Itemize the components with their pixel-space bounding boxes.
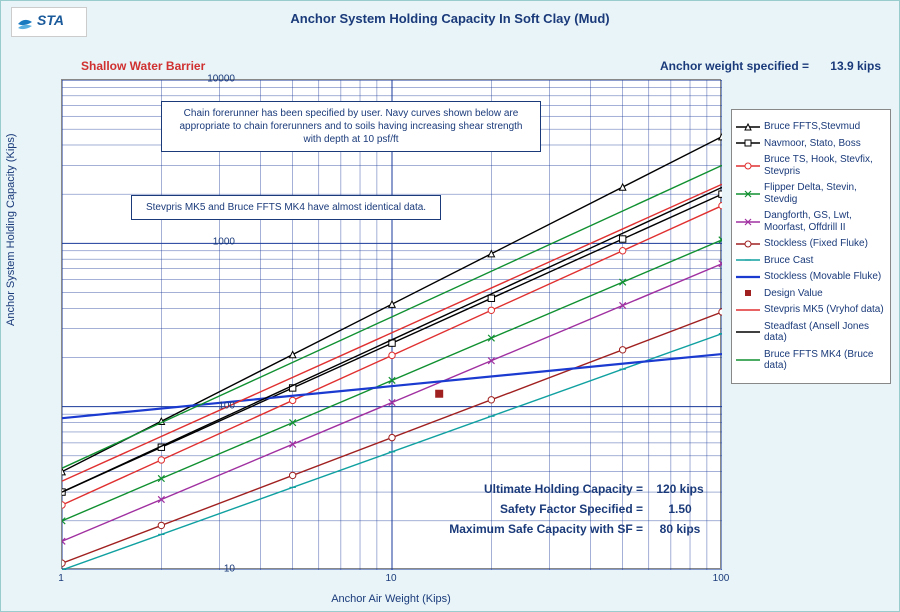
anchor-weight-value: 13.9 kips: [830, 59, 881, 73]
ytick-100: 100: [218, 401, 235, 412]
legend-swatch-flipper_delta: [736, 189, 760, 199]
legend-label-steadfast: Steadfast (Ansell Jones data): [764, 321, 886, 344]
legend-swatch-bruce_cast: [736, 255, 760, 265]
legend-item-steadfast: Steadfast (Ansell Jones data): [736, 321, 886, 344]
anchor-weight-label: Anchor weight specified =: [660, 59, 809, 73]
legend-swatch-steadfast: [736, 327, 760, 337]
legend-label-bruce_cast: Bruce Cast: [764, 255, 813, 267]
legend-item-bruce_cast: Bruce Cast: [736, 255, 886, 267]
legend-label-bruce_ffts_mk4: Bruce FFTS MK4 (Bruce data): [764, 349, 886, 372]
result-ultimate: Ultimate Holding Capacity =120 kips: [379, 482, 711, 496]
legend-item-dangforth: Dangforth, GS, Lwt, Moorfast, Offdrill I…: [736, 210, 886, 233]
xtick-1: 1: [58, 573, 64, 584]
subtitle-shallow-water: Shallow Water Barrier: [81, 59, 205, 73]
legend-label-flipper_delta: Flipper Delta, Stevin, Stevdig: [764, 182, 886, 205]
legend-label-bruce_ffts_stevmud: Bruce FFTS,Stevmud: [764, 121, 860, 133]
legend-swatch-bruce_ts: [736, 161, 760, 171]
legend-swatch-stockless_fixed: [736, 239, 760, 249]
legend-swatch-bruce_ffts_mk4: [736, 355, 760, 365]
result-safety-factor: Safety Factor Specified =1.50: [379, 502, 711, 516]
y-axis-label: Anchor System Holding Capacity (Kips): [5, 133, 17, 326]
ytick-10000: 10000: [207, 74, 235, 85]
xtick-100: 100: [713, 573, 730, 584]
legend-swatch-dangforth: [736, 217, 760, 227]
legend-label-design_value: Design Value: [764, 288, 823, 300]
legend-label-stevpris_mk5: Stevpris MK5 (Vryhof data): [764, 304, 884, 316]
legend-swatch-stockless_movable: [736, 272, 760, 282]
legend-item-stockless_movable: Stockless (Movable Fluke): [736, 271, 886, 283]
chart-title: Anchor System Holding Capacity In Soft C…: [1, 11, 899, 26]
x-axis-label: Anchor Air Weight (Kips): [61, 593, 721, 605]
legend-label-stockless_fixed: Stockless (Fixed Fluke): [764, 238, 868, 250]
legend-swatch-stevpris_mk5: [736, 305, 760, 315]
ytick-10: 10: [224, 564, 235, 575]
textbox-forerunner-note: Chain forerunner has been specified by u…: [161, 101, 541, 152]
textbox-identical-note: Stevpris MK5 and Bruce FFTS MK4 have alm…: [131, 195, 441, 220]
result-max-safe: Maximum Safe Capacity with SF =80 kips: [379, 522, 711, 536]
legend-item-bruce_ts: Bruce TS, Hook, Stevfix, Stevpris: [736, 154, 886, 177]
legend-item-design_value: Design Value: [736, 288, 886, 300]
legend-item-stockless_fixed: Stockless (Fixed Fluke): [736, 238, 886, 250]
legend-swatch-design_value: [736, 288, 760, 298]
legend-swatch-navmoor_stato_boss: [736, 138, 760, 148]
legend-label-bruce_ts: Bruce TS, Hook, Stevfix, Stevpris: [764, 154, 886, 177]
legend-item-flipper_delta: Flipper Delta, Stevin, Stevdig: [736, 182, 886, 205]
legend-label-dangforth: Dangforth, GS, Lwt, Moorfast, Offdrill I…: [764, 210, 886, 233]
legend-item-stevpris_mk5: Stevpris MK5 (Vryhof data): [736, 304, 886, 316]
ytick-1000: 1000: [213, 237, 235, 248]
legend-label-stockless_movable: Stockless (Movable Fluke): [764, 271, 881, 283]
legend-item-bruce_ffts_mk4: Bruce FFTS MK4 (Bruce data): [736, 349, 886, 372]
legend-label-navmoor_stato_boss: Navmoor, Stato, Boss: [764, 138, 861, 150]
legend: Bruce FFTS,Stevmud Navmoor, Stato, Boss Br…: [731, 109, 891, 384]
legend-swatch-bruce_ffts_stevmud: [736, 122, 760, 132]
legend-item-navmoor_stato_boss: Navmoor, Stato, Boss: [736, 138, 886, 150]
xtick-10: 10: [385, 573, 396, 584]
legend-item-bruce_ffts_stevmud: Bruce FFTS,Stevmud: [736, 121, 886, 133]
